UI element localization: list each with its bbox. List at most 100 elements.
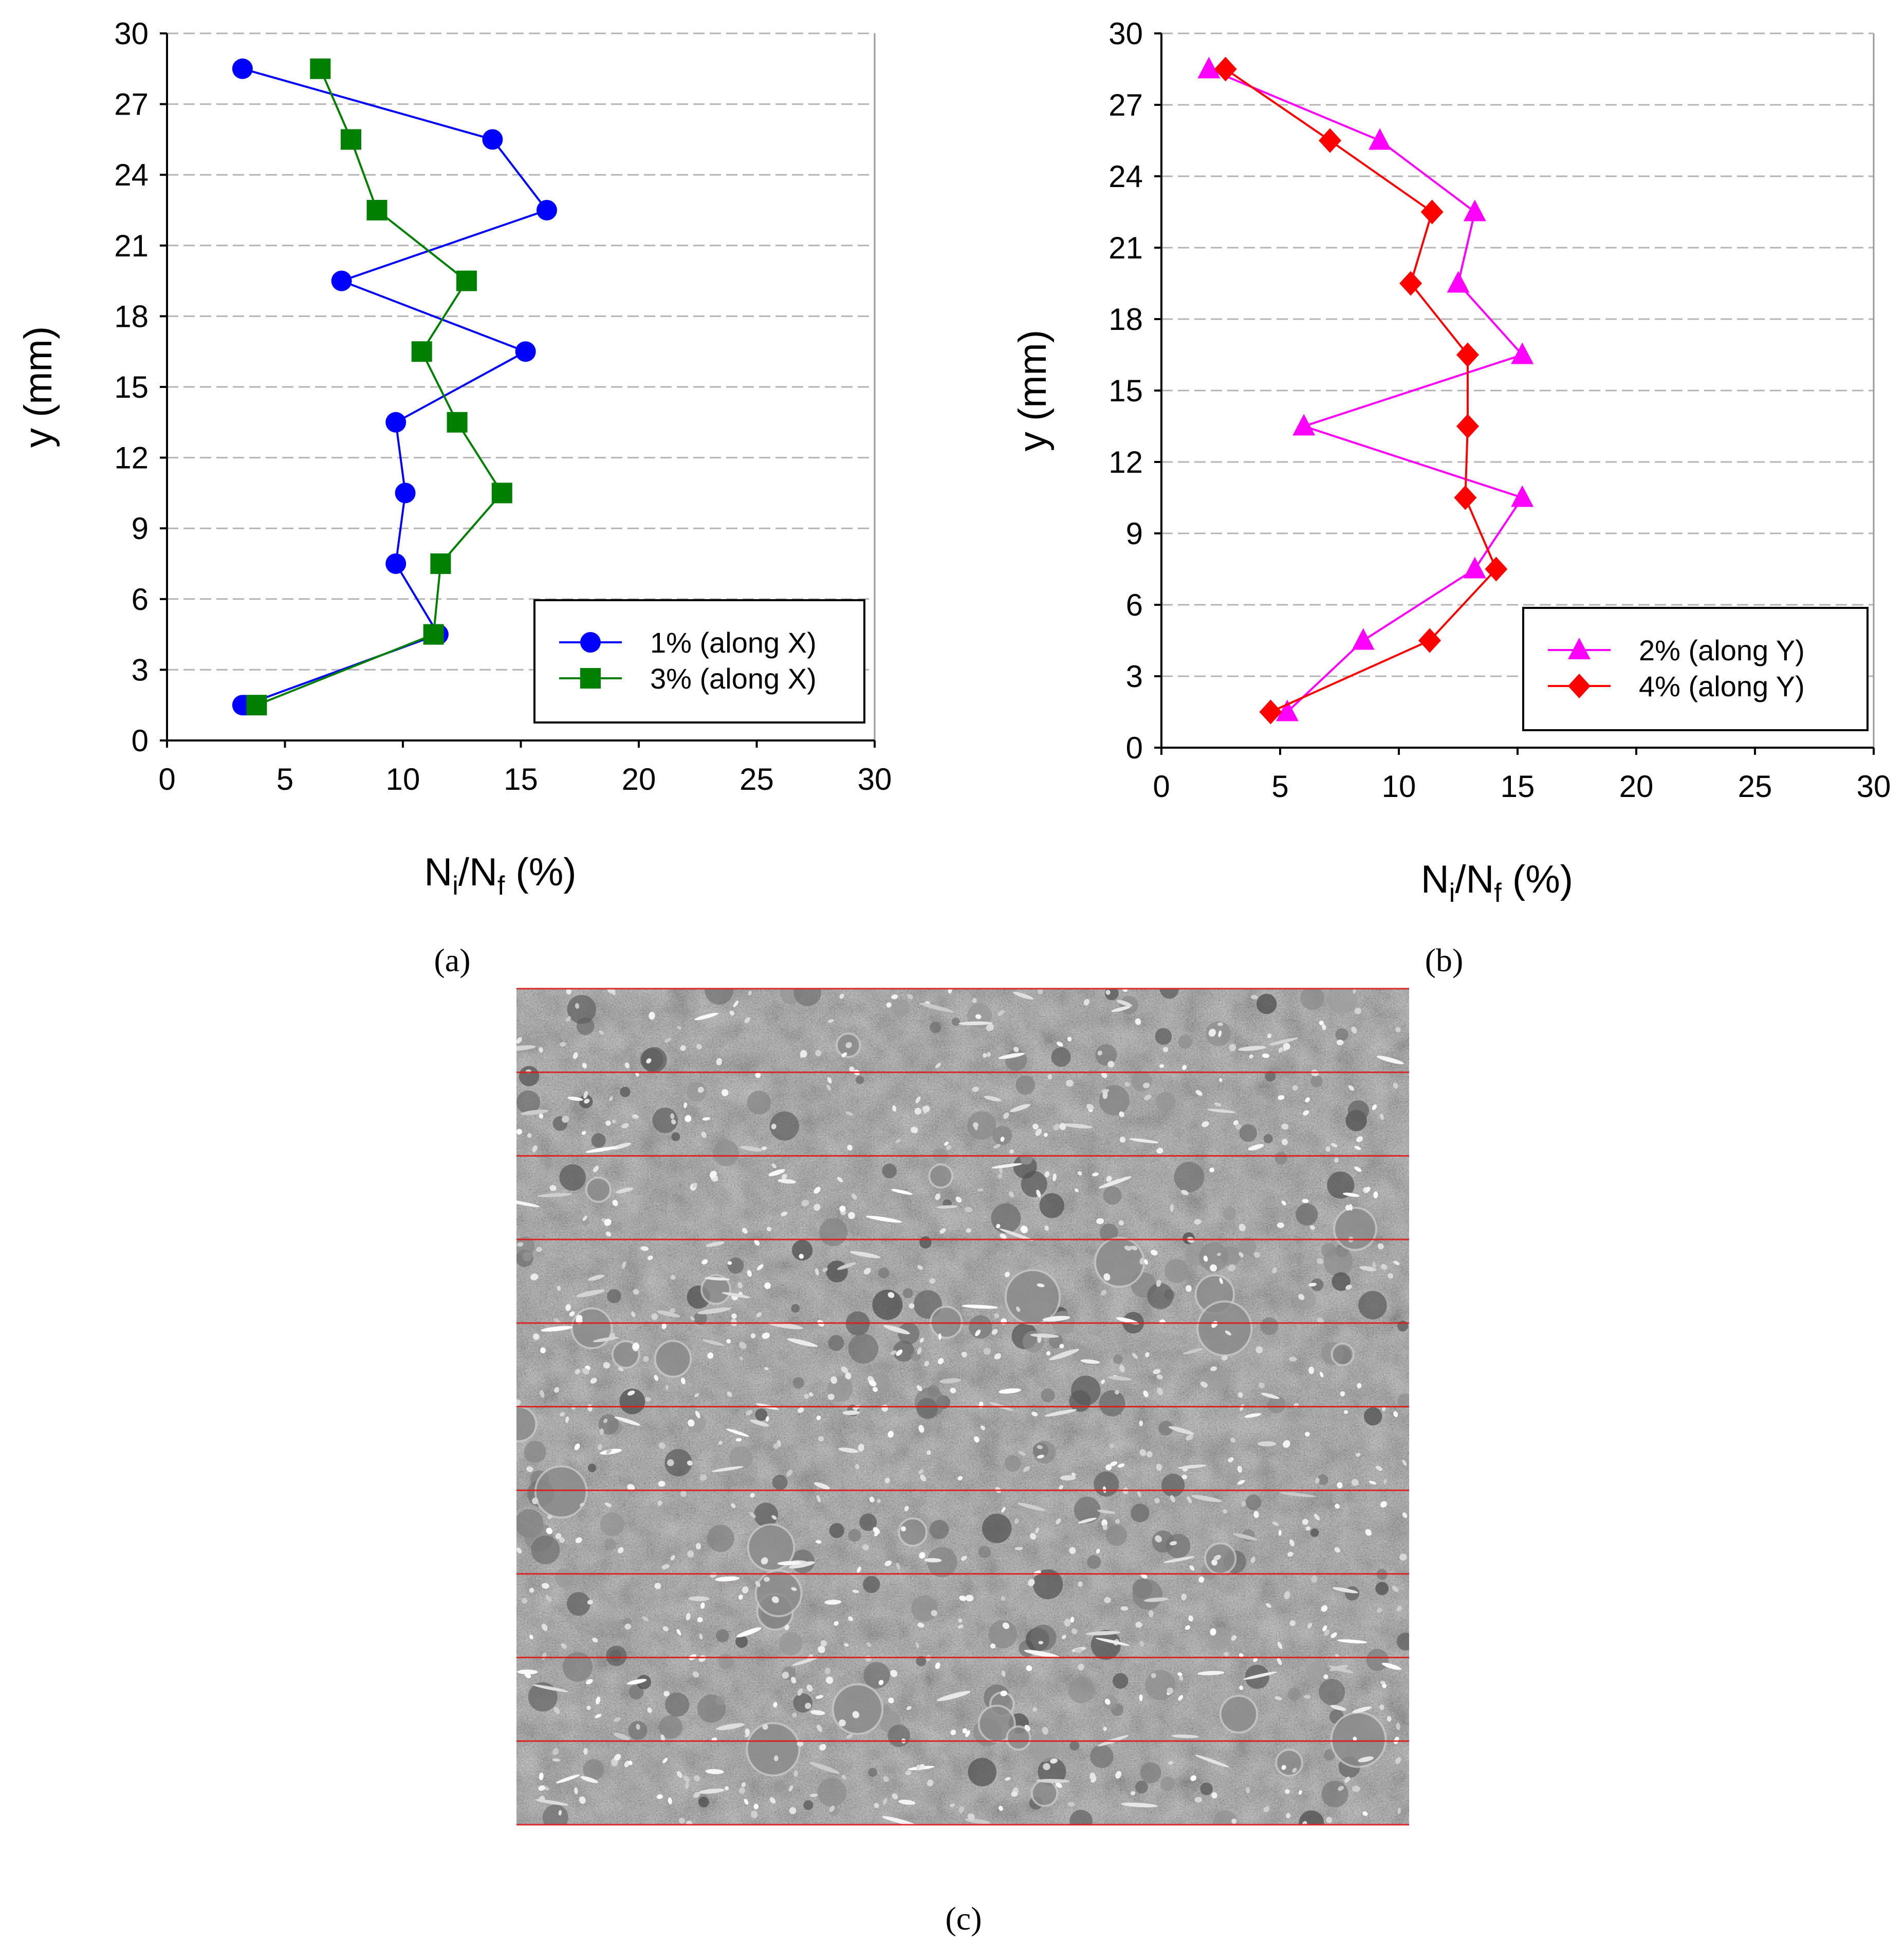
- fiber: [1109, 1443, 1115, 1449]
- aggregate: [583, 1759, 604, 1781]
- fiber: [1049, 1349, 1080, 1361]
- fiber: [658, 1480, 666, 1487]
- fiber: [1059, 1123, 1066, 1130]
- aggregate: [716, 1629, 729, 1642]
- fiber: [1281, 1765, 1286, 1770]
- aggregate: [591, 1133, 606, 1148]
- fiber: [1330, 1632, 1337, 1638]
- fiber: [1067, 1036, 1072, 1042]
- chart-b-xtick-label: 5: [1271, 769, 1288, 804]
- fiber: [1194, 1219, 1201, 1225]
- fiber: [582, 1368, 589, 1375]
- aggregate: [729, 1446, 753, 1470]
- fiber: [1329, 1664, 1349, 1671]
- fiber: [1064, 1619, 1071, 1627]
- fiber: [1396, 1606, 1402, 1611]
- fiber: [1042, 1727, 1048, 1735]
- aggregate: [1323, 1749, 1335, 1761]
- fiber: [1062, 1123, 1093, 1128]
- fiber: [1281, 1200, 1286, 1206]
- fiber: [599, 1428, 604, 1435]
- fiber: [742, 1586, 749, 1594]
- fiber: [529, 1635, 533, 1640]
- aggregate: [1396, 1633, 1409, 1651]
- fiber: [929, 1278, 936, 1284]
- aggregate: [1160, 1776, 1175, 1791]
- fiber: [892, 1793, 898, 1800]
- fiber: [695, 1543, 701, 1550]
- particle: [516, 1405, 538, 1442]
- fiber: [1380, 1681, 1385, 1684]
- fiber: [938, 1333, 942, 1340]
- fiber: [882, 1798, 888, 1805]
- chart-a-series-2-point: [456, 270, 477, 291]
- fiber: [799, 1254, 804, 1259]
- fiber: [1056, 1518, 1061, 1525]
- fiber: [1107, 1061, 1115, 1068]
- fiber: [516, 1128, 523, 1135]
- fiber: [1336, 1040, 1344, 1046]
- aggregate: [1347, 1100, 1369, 1122]
- fiber: [1286, 1812, 1290, 1819]
- particle: [654, 1340, 692, 1378]
- fiber: [1000, 1233, 1007, 1239]
- fiber: [556, 1774, 580, 1784]
- fiber: [557, 1286, 561, 1291]
- aggregate: [1174, 1162, 1205, 1192]
- aggregate: [698, 1796, 709, 1808]
- fiber: [1317, 1258, 1324, 1264]
- fiber: [848, 1212, 855, 1219]
- fiber: [1089, 1772, 1096, 1781]
- fiber: [1177, 1464, 1207, 1469]
- fiber: [1272, 1267, 1277, 1274]
- aggregate: [1105, 1525, 1127, 1546]
- fiber: [882, 1816, 918, 1825]
- fiber: [1153, 1369, 1161, 1375]
- fiber: [808, 1392, 814, 1397]
- fiber: [1030, 1333, 1059, 1338]
- fiber: [555, 1533, 562, 1540]
- fiber: [1344, 1776, 1350, 1783]
- fiber: [1195, 1754, 1229, 1768]
- chart-b-ytick-label: 0: [1126, 731, 1143, 765]
- chart-b-series-1-point: [1463, 557, 1486, 579]
- aggregate: [793, 989, 822, 1006]
- fiber: [1037, 1335, 1042, 1343]
- fiber: [1121, 1803, 1158, 1808]
- fiber: [1154, 1497, 1160, 1504]
- aggregate: [868, 1768, 878, 1777]
- fiber: [768, 1169, 785, 1176]
- fiber: [643, 1356, 649, 1362]
- fiber: [1277, 1222, 1284, 1228]
- aggregate: [531, 1535, 560, 1565]
- fiber: [552, 1748, 559, 1755]
- fiber: [1335, 1504, 1340, 1509]
- fiber: [974, 1436, 979, 1443]
- fiber: [895, 1139, 901, 1143]
- fiber: [1307, 1623, 1313, 1628]
- fiber: [917, 1265, 923, 1270]
- fiber: [1351, 1479, 1359, 1486]
- fiber: [553, 1387, 560, 1393]
- fiber: [849, 1251, 881, 1258]
- aggregate: [1198, 1242, 1229, 1272]
- fiber: [946, 1145, 952, 1150]
- aggregate: [1132, 1580, 1162, 1610]
- chart-b-ytick-label: 15: [1108, 374, 1143, 408]
- fiber: [810, 1710, 825, 1715]
- fiber: [1043, 1763, 1050, 1770]
- fiber: [584, 1099, 590, 1104]
- fiber: [1001, 1507, 1006, 1513]
- fiber: [771, 1596, 779, 1603]
- fiber: [1168, 1761, 1173, 1765]
- aggregate: [523, 1252, 532, 1262]
- chart-b-xlabel: Ni/Nf (%): [1421, 858, 1573, 908]
- fiber: [688, 1419, 695, 1427]
- fiber: [764, 1282, 771, 1289]
- fiber: [731, 1313, 737, 1319]
- fiber: [690, 1316, 695, 1321]
- fiber: [1332, 1587, 1358, 1593]
- fiber: [627, 1390, 635, 1396]
- fiber: [892, 1105, 897, 1112]
- fiber: [845, 1042, 852, 1048]
